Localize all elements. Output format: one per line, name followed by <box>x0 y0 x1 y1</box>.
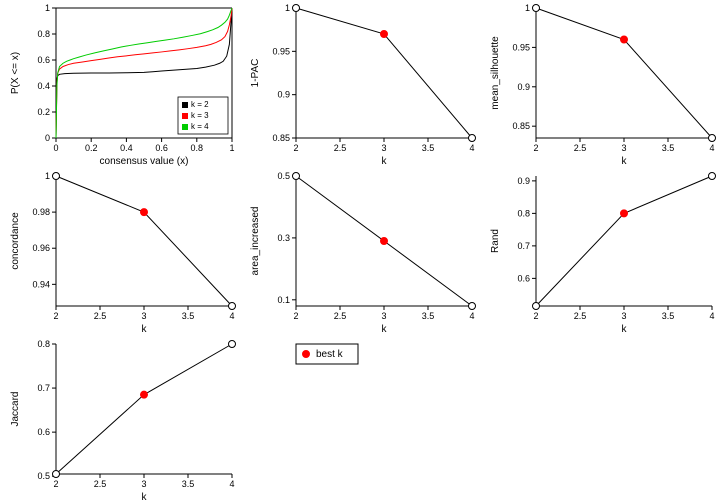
svg-text:0: 0 <box>45 133 50 143</box>
svg-text:3: 3 <box>381 311 386 321</box>
svg-text:3.5: 3.5 <box>662 311 675 321</box>
svg-text:3: 3 <box>141 311 146 321</box>
svg-text:0.8: 0.8 <box>37 29 50 39</box>
svg-text:0.8: 0.8 <box>517 208 530 218</box>
svg-text:2: 2 <box>293 143 298 153</box>
svg-text:1: 1 <box>45 3 50 13</box>
svg-text:2: 2 <box>53 311 58 321</box>
svg-text:4: 4 <box>469 143 474 153</box>
svg-text:0.1: 0.1 <box>277 295 290 305</box>
svg-text:Rand: Rand <box>490 229 501 253</box>
svg-text:0.2: 0.2 <box>85 143 98 153</box>
svg-text:1: 1 <box>45 171 50 181</box>
svg-text:best k: best k <box>316 349 344 360</box>
svg-text:0.2: 0.2 <box>37 107 50 117</box>
svg-text:0.8: 0.8 <box>37 339 50 349</box>
svg-text:3: 3 <box>621 143 626 153</box>
svg-text:k = 2: k = 2 <box>191 100 209 109</box>
svg-text:0.85: 0.85 <box>272 133 290 143</box>
svg-text:3.5: 3.5 <box>182 479 195 489</box>
svg-text:4: 4 <box>709 143 714 153</box>
svg-text:0.85: 0.85 <box>512 121 530 131</box>
svg-text:0.6: 0.6 <box>37 427 50 437</box>
svg-text:k: k <box>142 324 148 335</box>
svg-text:2.5: 2.5 <box>574 143 587 153</box>
svg-text:0.6: 0.6 <box>37 55 50 65</box>
svg-text:consensus value (x): consensus value (x) <box>100 156 189 167</box>
svg-text:3.5: 3.5 <box>422 311 435 321</box>
svg-text:mean_silhouette: mean_silhouette <box>490 36 501 110</box>
svg-text:0.7: 0.7 <box>517 241 530 251</box>
svg-text:2: 2 <box>293 311 298 321</box>
svg-text:4: 4 <box>229 311 234 321</box>
svg-text:4: 4 <box>229 479 234 489</box>
svg-text:2.5: 2.5 <box>334 143 347 153</box>
svg-text:0.94: 0.94 <box>32 279 50 289</box>
svg-text:2: 2 <box>533 311 538 321</box>
svg-text:2.5: 2.5 <box>94 479 107 489</box>
svg-text:0.95: 0.95 <box>512 42 530 52</box>
svg-text:1-PAC: 1-PAC <box>250 59 261 88</box>
svg-text:0.6: 0.6 <box>155 143 168 153</box>
svg-text:k: k <box>142 492 148 503</box>
svg-text:0.4: 0.4 <box>37 81 50 91</box>
svg-text:k = 3: k = 3 <box>191 111 209 120</box>
svg-text:1: 1 <box>525 3 530 13</box>
svg-text:0.95: 0.95 <box>272 46 290 56</box>
svg-text:2.5: 2.5 <box>94 311 107 321</box>
svg-text:Jaccard: Jaccard <box>10 391 21 426</box>
svg-text:1: 1 <box>229 143 234 153</box>
svg-text:1: 1 <box>285 3 290 13</box>
svg-text:0.3: 0.3 <box>277 233 290 243</box>
svg-text:0.9: 0.9 <box>517 82 530 92</box>
svg-text:0.96: 0.96 <box>32 243 50 253</box>
svg-text:3.5: 3.5 <box>182 311 195 321</box>
svg-text:0.98: 0.98 <box>32 207 50 217</box>
svg-text:3: 3 <box>381 143 386 153</box>
svg-text:0.4: 0.4 <box>120 143 133 153</box>
svg-text:2.5: 2.5 <box>334 311 347 321</box>
svg-text:3: 3 <box>621 311 626 321</box>
svg-text:k: k <box>622 324 628 335</box>
svg-text:0.5: 0.5 <box>277 171 290 181</box>
svg-text:3.5: 3.5 <box>662 143 675 153</box>
svg-text:area_increased: area_increased <box>250 207 261 276</box>
svg-text:3: 3 <box>141 479 146 489</box>
svg-text:0.7: 0.7 <box>37 383 50 393</box>
svg-text:4: 4 <box>709 311 714 321</box>
svg-text:4: 4 <box>469 311 474 321</box>
svg-text:0.8: 0.8 <box>191 143 204 153</box>
svg-text:0.5: 0.5 <box>37 471 50 481</box>
svg-text:3.5: 3.5 <box>422 143 435 153</box>
svg-text:k: k <box>382 156 388 167</box>
svg-text:0.6: 0.6 <box>517 273 530 283</box>
svg-text:concordance: concordance <box>10 212 21 270</box>
svg-text:2: 2 <box>53 479 58 489</box>
svg-text:2.5: 2.5 <box>574 311 587 321</box>
svg-text:k = 4: k = 4 <box>191 122 209 131</box>
svg-text:P(X <= x): P(X <= x) <box>10 52 21 94</box>
svg-text:2: 2 <box>533 143 538 153</box>
svg-text:0.9: 0.9 <box>277 90 290 100</box>
svg-text:0.9: 0.9 <box>517 176 530 186</box>
svg-text:0: 0 <box>53 143 58 153</box>
svg-text:k: k <box>382 324 388 335</box>
chart-figure: 0 0.2 0.4 0.6 0.8 1 0 0.2 0.4 0.6 0.8 1 consensus va… <box>0 0 720 504</box>
svg-text:k: k <box>622 156 628 167</box>
